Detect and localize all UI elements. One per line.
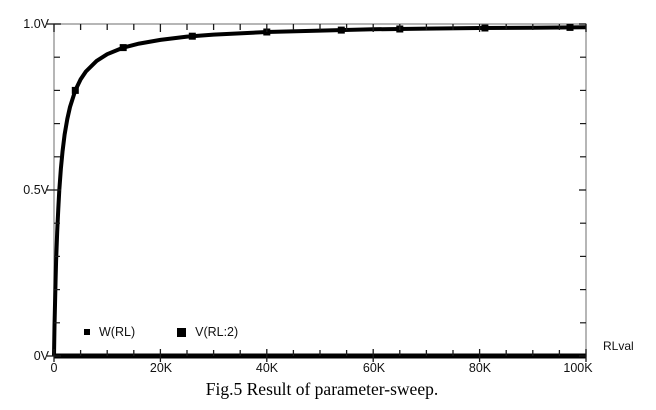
- plot-frame: [53, 23, 587, 357]
- x-tick-label-20k: 20K: [149, 361, 173, 375]
- trace-point-marker: [481, 24, 489, 32]
- square-marker-icon: [84, 329, 90, 335]
- trace-point-marker: [337, 26, 345, 34]
- trace-point-marker: [71, 86, 79, 94]
- trace-v-rl-2-: [52, 25, 587, 357]
- y-tick-label-0v: 0V: [33, 349, 49, 363]
- y-tick-label-1v: 1.0V: [23, 17, 49, 31]
- x-tick-label-0: 0: [50, 361, 58, 375]
- legend-item-w-rl: W(RL): [84, 325, 135, 339]
- x-tick-label-40k: 40K: [255, 361, 279, 375]
- legend-label-w-rl: W(RL): [99, 325, 136, 339]
- legend-label-v-rl2: V(RL:2): [195, 325, 239, 339]
- y-tick-label-05v: 0.5V: [23, 183, 49, 197]
- figure-caption: Fig.5 Result of parameter-sweep.: [205, 379, 439, 399]
- trace-point-marker: [566, 23, 574, 31]
- square-marker-icon: [177, 327, 187, 337]
- x-tick-label-100k: 100K: [563, 361, 593, 375]
- legend-item-v-rl2: V(RL:2): [177, 325, 238, 339]
- trace-legend: W(RL) V(RL:2): [84, 325, 238, 339]
- trace-point-marker: [119, 44, 127, 52]
- trace-point-marker: [188, 32, 196, 40]
- x-tick-label-80k: 80K: [468, 361, 492, 375]
- x-axis-variable-label: RLval: [603, 339, 634, 353]
- x-tick-label-60k: 60K: [362, 361, 386, 375]
